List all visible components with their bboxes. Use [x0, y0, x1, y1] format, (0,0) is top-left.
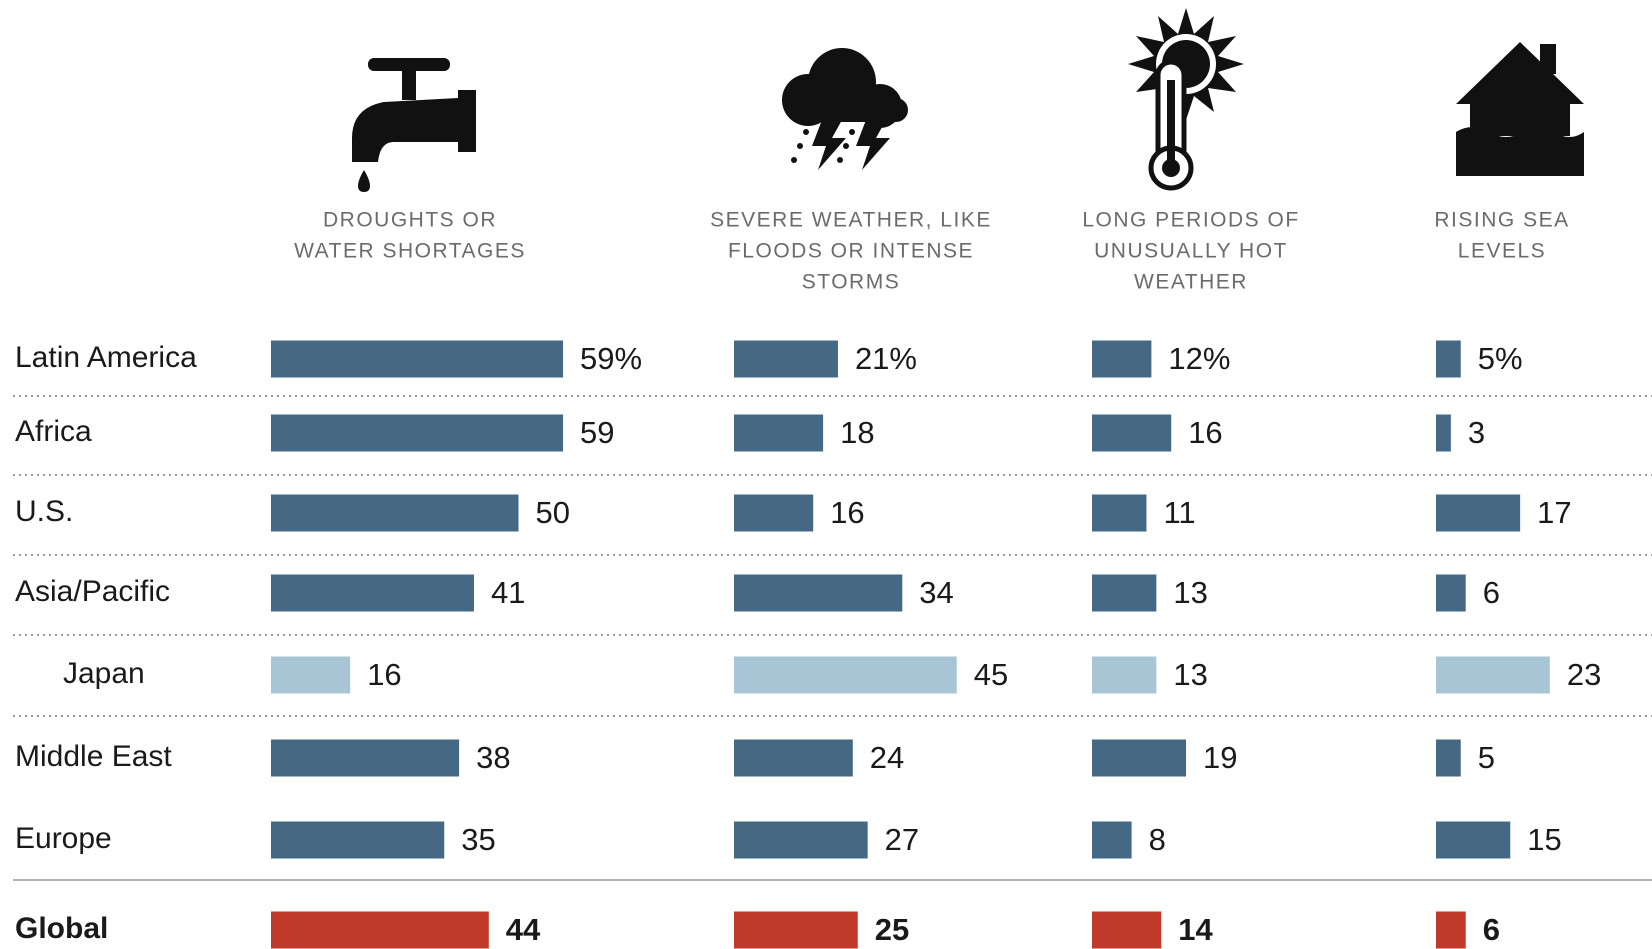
category-label: U.S. [15, 495, 73, 528]
bar [271, 414, 564, 452]
value-label: 6 [1483, 575, 1500, 610]
bar [271, 574, 474, 612]
value-label: 3 [1468, 415, 1485, 450]
value-label: 27 [885, 822, 919, 857]
bar [734, 739, 853, 777]
bar [1436, 574, 1466, 612]
bar [1092, 340, 1152, 378]
value-label: 17 [1537, 495, 1571, 530]
value-label: 11 [1163, 495, 1195, 530]
bar [734, 574, 903, 612]
bar [1092, 656, 1157, 694]
value-label: 38 [476, 740, 510, 775]
bar [1436, 340, 1461, 378]
panel-title: RISING SEA [1434, 209, 1569, 232]
value-label: 13 [1173, 657, 1207, 692]
value-label: 59 [580, 415, 614, 450]
category-label: Asia/Pacific [15, 575, 170, 608]
house-icon [1456, 42, 1584, 176]
bar [1436, 494, 1521, 532]
panel-title: LONG PERIODS OF [1082, 209, 1299, 232]
bar [271, 656, 351, 694]
bar [271, 821, 445, 859]
value-label: 16 [1188, 415, 1222, 450]
faucet-icon [352, 58, 476, 192]
bar [1436, 911, 1466, 949]
bar [734, 911, 858, 949]
panel-title: WATER SHORTAGES [294, 240, 526, 263]
value-label: 59% [580, 341, 642, 376]
panel-title: UNUSUALLY HOT [1094, 240, 1288, 263]
category-label: Middle East [15, 740, 172, 773]
value-label: 41 [491, 575, 525, 610]
bar [271, 911, 489, 949]
value-label: 15 [1527, 822, 1561, 857]
panel-title: DROUGHTS OR [323, 209, 497, 232]
value-label: 25 [875, 912, 909, 947]
bar [734, 494, 814, 532]
bar [734, 340, 838, 378]
panel-title: STORMS [802, 271, 900, 294]
value-label: 18 [840, 415, 874, 450]
value-label: 8 [1149, 822, 1166, 857]
bar [271, 340, 564, 378]
storm-icon [782, 48, 908, 170]
bar [1092, 494, 1147, 532]
bar [271, 739, 460, 777]
value-label: 5% [1478, 341, 1523, 376]
bar [1436, 656, 1550, 694]
bar [1092, 911, 1162, 949]
value-label: 13 [1173, 575, 1207, 610]
bar [1092, 574, 1157, 612]
value-label: 5 [1478, 740, 1495, 775]
bar [1092, 414, 1172, 452]
value-label: 6 [1483, 912, 1500, 947]
value-label: 24 [870, 740, 904, 775]
category-label: Africa [15, 415, 92, 448]
value-label: 50 [536, 495, 570, 530]
bar [734, 821, 868, 859]
bar [1092, 739, 1187, 777]
panel-title: WEATHER [1134, 271, 1248, 294]
value-label: 34 [919, 575, 953, 610]
bar [1436, 414, 1451, 452]
value-label: 16 [830, 495, 864, 530]
value-label: 16 [367, 657, 401, 692]
value-label: 14 [1178, 912, 1213, 947]
category-label: Japan [63, 657, 145, 690]
category-label: Europe [15, 822, 112, 855]
panel-title: LEVELS [1458, 240, 1546, 263]
bar [1436, 821, 1511, 859]
bar [1436, 739, 1461, 777]
bar [734, 414, 824, 452]
heat-icon [1128, 8, 1244, 191]
value-label: 44 [506, 912, 541, 947]
bar [734, 656, 957, 694]
value-label: 19 [1203, 740, 1237, 775]
category-label: Latin America [15, 341, 197, 374]
category-label: Global [15, 912, 108, 945]
bar [271, 494, 519, 532]
panel-title: FLOODS OR INTENSE [728, 240, 974, 263]
value-label: 21% [855, 341, 917, 376]
bar [1092, 821, 1132, 859]
value-label: 35 [461, 822, 495, 857]
value-label: 45 [974, 657, 1008, 692]
panel-title: SEVERE WEATHER, LIKE [710, 209, 992, 232]
value-label: 23 [1567, 657, 1601, 692]
value-label: 12% [1168, 341, 1230, 376]
